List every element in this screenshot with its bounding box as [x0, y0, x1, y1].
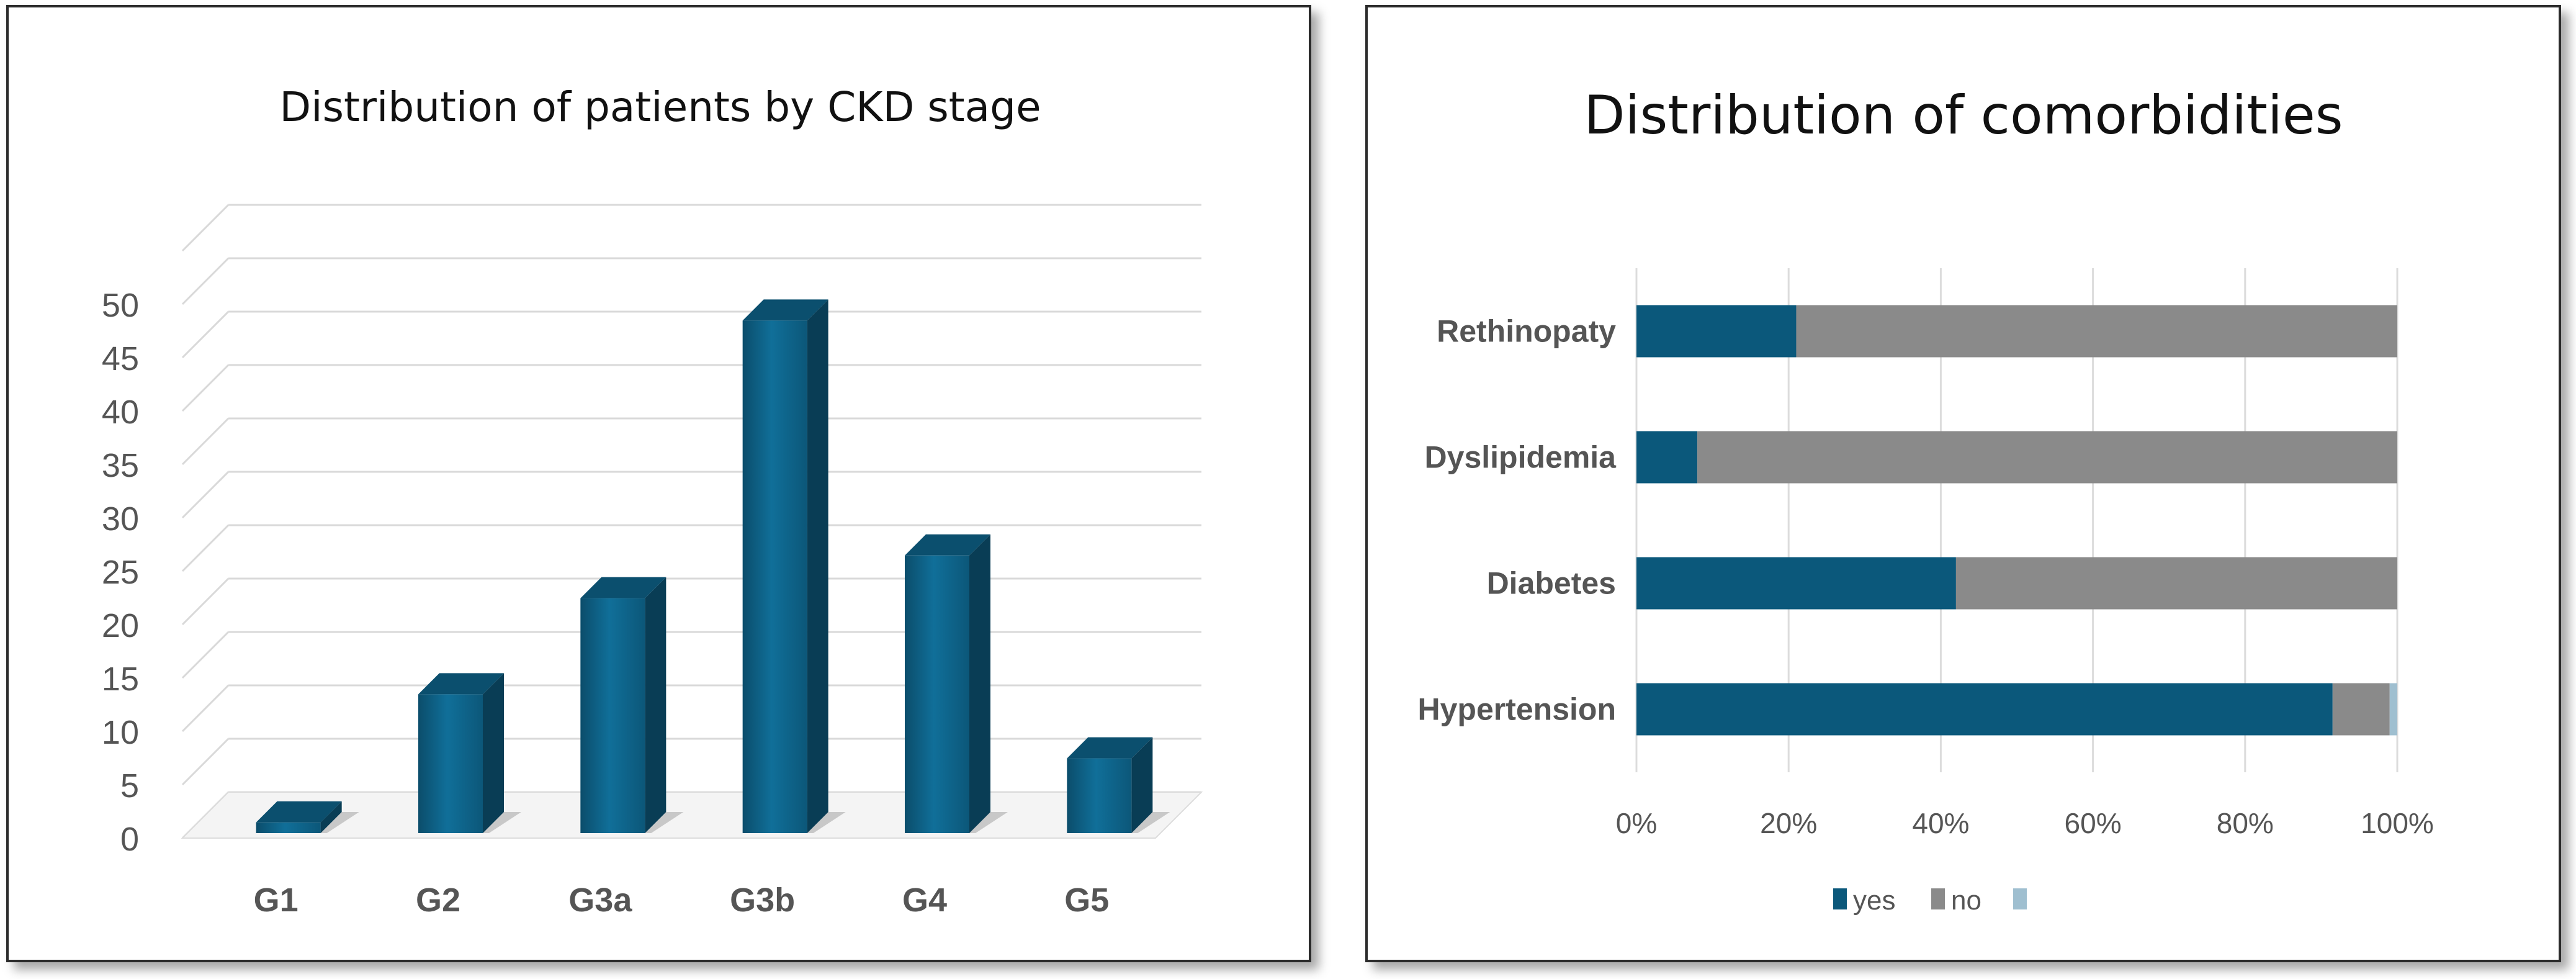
legend-swatch: [2013, 888, 2027, 909]
bar-front: [418, 694, 483, 833]
legend-swatch: [1833, 888, 1847, 909]
legend-swatch: [1931, 888, 1945, 909]
gridline-diagonal: [181, 204, 230, 252]
bar-g3b: [742, 299, 846, 833]
gridline-diagonal: [181, 524, 230, 572]
bar-row-dyslipidemia: [1636, 431, 2397, 484]
x-tick-label: 60%: [2065, 807, 2122, 839]
bar-top: [742, 299, 828, 321]
ckd-stage-bar-chart: Distribution of patients by CKD stage 0 5…: [102, 83, 1203, 919]
bar-top: [580, 577, 666, 598]
legend-label: no: [1951, 885, 1981, 916]
x-tick-label: 0%: [1616, 807, 1657, 839]
bar-segment-yes: [1636, 557, 1956, 610]
x-tick-label: G3b: [730, 882, 795, 919]
y-tick-label: 30: [102, 500, 139, 538]
y-tick-label: Rethinopaty: [1437, 314, 1616, 349]
x-tick-label: 100%: [2361, 807, 2434, 839]
gridline-diagonal: [181, 684, 230, 733]
bar-segment-yes: [1636, 431, 1698, 484]
x-tick-label: G5: [1064, 882, 1109, 919]
bar-front: [580, 598, 645, 833]
x-tick-label: 40%: [1912, 807, 1969, 839]
x-tick-label: G4: [902, 882, 947, 919]
bar-segment-yes: [1636, 305, 1797, 358]
bar-side: [1131, 737, 1153, 833]
gridline-diagonal: [181, 257, 230, 305]
bar-g2: [418, 673, 521, 833]
ckd-stage-chart-panel: Distribution of patients by CKD stage 0 5…: [6, 5, 1311, 962]
bar-front: [905, 555, 969, 833]
bar-g5: [1067, 737, 1170, 833]
comorbidities-chart-panel: Distribution of comorbidities 0% 20% 40% 60…: [1365, 5, 2561, 962]
y-tick-label: 40: [102, 394, 139, 431]
bar-side: [807, 299, 828, 833]
y-tick-label: 20: [102, 607, 139, 644]
bar-segment-no: [1955, 557, 2397, 610]
x-tick-label: G3a: [568, 882, 632, 919]
x-tick-label: G2: [416, 882, 460, 919]
bar-front: [1067, 758, 1132, 833]
gridline-diagonal: [181, 310, 230, 359]
bar-side: [320, 801, 342, 833]
bar-side: [969, 534, 990, 833]
y-tick-label: Diabetes: [1487, 566, 1616, 601]
bar-segment-no: [1697, 431, 2397, 484]
y-tick-label: 25: [102, 554, 139, 591]
legend-label: yes: [1853, 885, 1895, 916]
bar-side: [645, 577, 666, 833]
bar-row-hypertension: [1636, 683, 2397, 736]
bar-g4: [905, 534, 1008, 833]
bar-row-rethinopaty: [1636, 305, 2397, 358]
bar-g3a: [580, 577, 684, 833]
gridline-diagonal: [181, 738, 230, 786]
bar-segment-yes: [1636, 683, 2333, 736]
bar-segment-other: [2389, 683, 2397, 736]
bar-side: [483, 673, 504, 833]
gridline-diagonal: [181, 471, 230, 519]
bar-front: [742, 320, 807, 833]
y-tick-label: 10: [102, 714, 139, 751]
y-tick-label: 5: [120, 767, 139, 805]
bar-segment-no: [2332, 683, 2390, 736]
bar-front: [256, 822, 321, 833]
y-tick-label: 35: [102, 447, 139, 484]
y-tick-label: 50: [102, 287, 139, 324]
x-tick-label: 80%: [2217, 807, 2274, 839]
x-tick-label: G1: [254, 882, 298, 919]
y-tick-label: 45: [102, 340, 139, 377]
bar-segment-no: [1796, 305, 2397, 358]
bar-top: [905, 534, 990, 556]
bar-g1: [256, 801, 359, 833]
gridline-diagonal: [181, 577, 230, 626]
gridline-diagonal: [181, 631, 230, 679]
y-tick-label: 0: [120, 821, 139, 858]
bar-top: [256, 801, 342, 823]
bar-row-diabetes: [1636, 557, 2397, 610]
chart-title: Distribution of patients by CKD stage: [279, 83, 1041, 131]
chart-title: Distribution of comorbidities: [1584, 84, 2343, 147]
bar-top: [418, 673, 504, 695]
gridline-diagonal: [181, 364, 230, 412]
x-tick-label: 20%: [1760, 807, 1817, 839]
y-tick-label: 15: [102, 661, 139, 698]
y-tick-label: Hypertension: [1417, 692, 1616, 727]
y-tick-label: Dyslipidemia: [1425, 440, 1617, 475]
comorbidities-stacked-bar-chart: Distribution of comorbidities 0% 20% 40% 60…: [1417, 84, 2434, 916]
bar-top: [1067, 737, 1153, 759]
gridline-diagonal: [181, 417, 230, 466]
legend: yes no: [1833, 885, 2027, 916]
